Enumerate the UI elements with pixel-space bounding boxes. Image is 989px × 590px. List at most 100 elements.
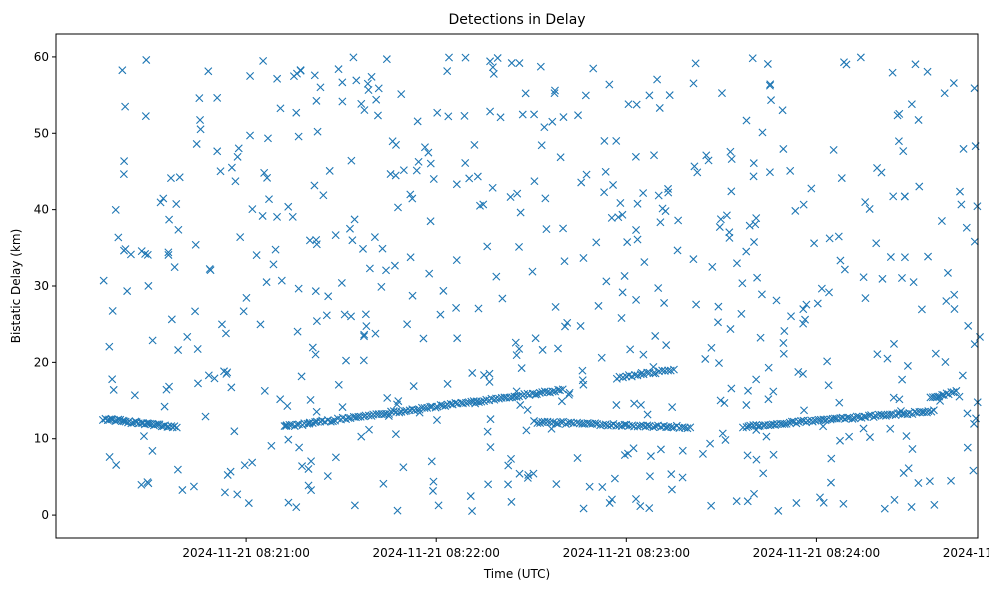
data-point-clutter: [201, 412, 210, 421]
data-point-clutter: [949, 79, 958, 88]
data-point-track-5: [848, 414, 857, 423]
data-point-clutter: [256, 320, 265, 329]
data-point-track-2: [397, 407, 406, 416]
data-point-clutter: [436, 310, 445, 319]
data-point-clutter: [633, 199, 642, 208]
data-point-clutter: [347, 312, 356, 321]
data-point-clutter: [600, 188, 609, 197]
x-tick-label-1: 2024-11-21 08:22:00: [372, 546, 499, 560]
data-point-clutter: [955, 392, 964, 401]
data-point-clutter: [779, 349, 788, 358]
data-point-clutter: [861, 294, 870, 303]
data-point-clutter: [637, 368, 646, 377]
data-point-clutter: [673, 246, 682, 255]
data-point-clutter: [259, 56, 268, 65]
data-point-clutter: [550, 89, 559, 98]
data-point-clutter: [313, 127, 322, 136]
data-point-clutter: [428, 486, 437, 495]
y-axis-ticks: 0 10 20 30 40 50 60: [34, 50, 56, 522]
data-point-clutter: [691, 59, 700, 68]
data-point-clutter: [304, 464, 313, 473]
data-point-track-4: [651, 369, 660, 378]
data-point-clutter: [349, 53, 358, 62]
data-point-clutter: [701, 354, 710, 363]
data-point-clutter: [909, 278, 918, 287]
data-point-track-5: [864, 411, 873, 420]
data-point-clutter: [597, 353, 606, 362]
data-point-clutter: [507, 454, 515, 463]
data-point-clutter: [581, 91, 590, 100]
data-point-clutter: [310, 71, 319, 80]
data-point-clutter: [174, 346, 183, 355]
data-point-track-5: [797, 416, 806, 425]
data-point-clutter: [888, 68, 897, 77]
data-point-clutter: [899, 147, 908, 156]
data-point-clutter: [288, 212, 297, 221]
data-point-track-2: [464, 398, 473, 407]
data-point-clutter: [573, 454, 582, 463]
data-point-clutter: [564, 390, 573, 399]
data-point-clutter: [512, 387, 521, 396]
data-point-track-5: [780, 420, 789, 429]
data-point-clutter: [752, 425, 761, 434]
data-point-clutter: [524, 470, 533, 479]
data-point-clutter: [732, 497, 741, 506]
data-point-clutter: [903, 361, 912, 370]
data-point-track-5: [808, 417, 817, 426]
data-point-clutter: [745, 221, 754, 230]
data-point-clutter: [902, 432, 911, 441]
data-point-clutter: [258, 211, 267, 220]
data-point-clutter: [298, 462, 307, 471]
data-point-clutter: [632, 295, 641, 304]
x-tick-label-0: 2024-11-21 08:21:00: [182, 546, 309, 560]
data-point-track-1: [132, 418, 141, 427]
y-tick-label-2: 20: [34, 355, 49, 369]
data-point-clutter: [359, 244, 367, 253]
data-point-clutter: [810, 239, 819, 248]
data-point-clutter: [748, 54, 757, 63]
data-point-clutter: [262, 278, 271, 287]
data-point-clutter: [233, 152, 242, 161]
data-point-clutter: [750, 489, 759, 498]
data-point-clutter: [640, 258, 649, 267]
data-point-track-2: [535, 388, 544, 397]
data-point-clutter: [324, 292, 333, 301]
data-point-clutter: [312, 96, 321, 105]
data-point-clutter: [530, 110, 539, 119]
data-point-clutter: [765, 168, 774, 177]
data-point-clutter: [576, 321, 585, 330]
data-point-clutter: [531, 334, 540, 343]
data-point-clutter: [579, 253, 588, 262]
data-point-clutter: [743, 497, 752, 506]
data-point-clutter: [941, 357, 950, 366]
data-point-clutter: [170, 263, 179, 272]
data-point-clutter: [483, 427, 492, 436]
data-point-clutter: [308, 343, 317, 352]
data-point-track-6: [938, 390, 947, 399]
data-point-clutter: [382, 55, 391, 64]
data-point-clutter: [105, 342, 114, 351]
data-point-clutter: [550, 86, 559, 95]
data-point-clutter: [397, 90, 406, 99]
data-point-clutter: [118, 66, 127, 75]
data-point-clutter: [886, 253, 895, 262]
data-point-clutter: [899, 469, 908, 478]
data-point-clutter: [722, 211, 731, 220]
data-point-clutter: [836, 256, 845, 265]
data-point-clutter: [707, 343, 716, 352]
data-point-clutter: [230, 427, 239, 436]
data-point-clutter: [293, 327, 302, 336]
data-point-clutter: [305, 418, 314, 427]
data-point-clutter: [504, 480, 513, 489]
data-point-clutter: [612, 136, 621, 145]
y-tick-label-5: 50: [34, 126, 49, 140]
data-point-clutter: [529, 469, 538, 478]
data-point-clutter: [632, 100, 641, 109]
data-point-clutter: [282, 422, 291, 431]
data-point-clutter: [609, 180, 618, 189]
data-point-clutter: [654, 284, 663, 293]
data-point-clutter: [485, 369, 494, 378]
data-point-clutter: [498, 294, 507, 303]
data-point-clutter: [296, 66, 305, 75]
data-point-clutter: [391, 171, 400, 180]
